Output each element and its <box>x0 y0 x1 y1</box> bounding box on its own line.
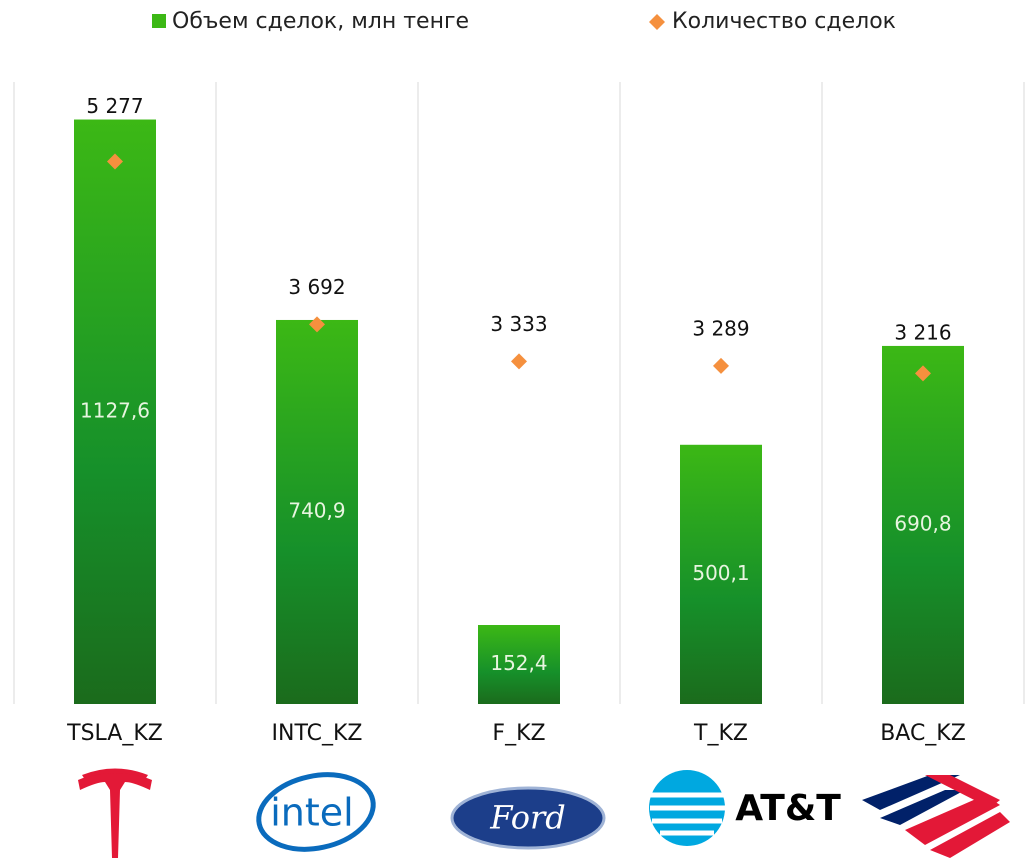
legend-label: Объем сделок, млн тенге <box>172 9 469 34</box>
count-value-label: 3 289 <box>692 316 749 340</box>
x-tick-label: INTC_KZ <box>272 721 363 746</box>
tesla-logo <box>78 768 152 858</box>
bar-value-label: 500,1 <box>692 561 749 585</box>
bar-value-label: 740,9 <box>288 498 345 522</box>
diamond-marker <box>511 353 527 370</box>
legend-label: Количество сделок <box>672 9 896 34</box>
x-tick-label: TSLA_KZ <box>66 721 163 746</box>
bac-logo <box>862 775 1010 858</box>
bar <box>680 444 762 704</box>
bar <box>882 345 964 704</box>
count-value-label: 3 333 <box>490 312 547 336</box>
bar-value-label: 690,8 <box>894 511 951 535</box>
bar-value-label: 1127,6 <box>80 398 150 422</box>
bar <box>74 119 156 704</box>
count-value-label: 3 692 <box>288 275 345 299</box>
intel-logo: intel <box>256 772 376 852</box>
x-tick-label: BAC_KZ <box>880 721 966 746</box>
logo-text: AT&T <box>735 788 841 829</box>
bar <box>478 625 560 704</box>
ford-logo: Ford <box>450 786 606 850</box>
x-tick-label: T_KZ <box>693 721 748 746</box>
diamond-marker <box>915 365 931 382</box>
legend-swatch <box>152 14 166 28</box>
diamond-marker <box>309 316 325 333</box>
att-logo: AT&T <box>649 770 841 846</box>
bar <box>276 319 358 704</box>
diamond-marker <box>107 153 123 170</box>
legend-swatch <box>649 14 665 30</box>
logo-text: intel <box>270 791 353 835</box>
separators <box>13 82 1025 704</box>
count-value-label: 5 277 <box>86 94 143 118</box>
x-tick-label: F_KZ <box>492 721 545 746</box>
logo-text: Ford <box>489 799 566 837</box>
bar-value-label: 152,4 <box>490 651 547 675</box>
count-value-label: 3 216 <box>894 320 951 344</box>
diamond-marker <box>713 357 729 374</box>
